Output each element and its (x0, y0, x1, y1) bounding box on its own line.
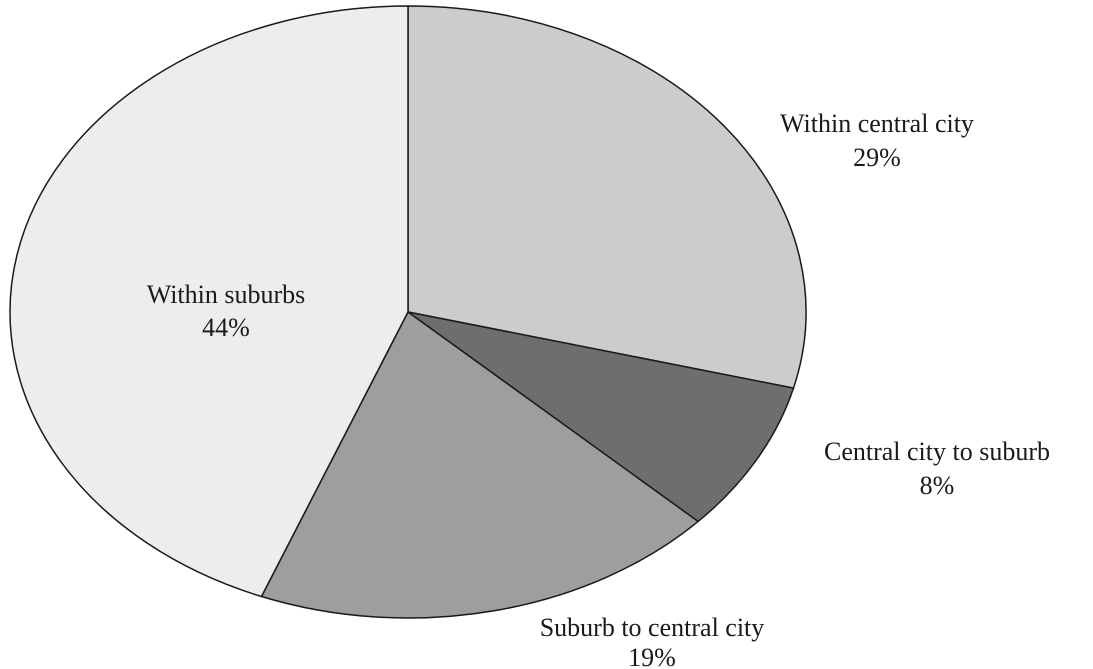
label-central-city-to-suburb: Central city to suburb (824, 437, 1050, 466)
slice-central-city-to-suburb (407, 311, 795, 523)
pie-slices (9, 5, 807, 619)
value-suburb-to-central-city: 19% (628, 643, 676, 669)
value-within-suburbs: 44% (202, 313, 250, 342)
value-within-central-city: 29% (853, 143, 901, 172)
label-suburb-to-central-city: Suburb to central city (540, 613, 765, 642)
label-within-central-city: Within central city (780, 109, 974, 138)
label-within-suburbs: Within suburbs (147, 280, 306, 309)
slice-within-suburbs (9, 5, 409, 598)
slice-within-central-city (407, 5, 807, 389)
value-central-city-to-suburb: 8% (920, 471, 955, 500)
slice-suburb-to-central-city (260, 311, 699, 619)
